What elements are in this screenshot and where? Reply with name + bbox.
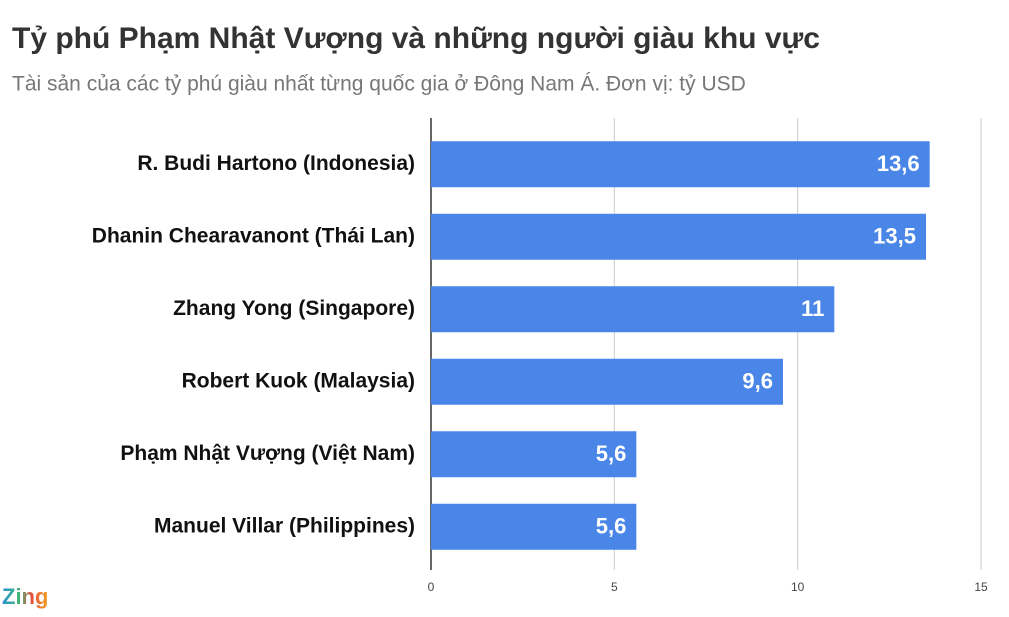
value-label: 5,6 <box>596 441 627 466</box>
y-tick-label: Phạm Nhật Vượng (Việt Nam) <box>120 442 415 465</box>
x-tick-label: 0 <box>428 580 435 594</box>
value-label: 13,6 <box>877 151 920 176</box>
y-tick-label: Manuel Villar (Philippines) <box>154 514 415 537</box>
bar <box>431 286 835 333</box>
value-label: 11 <box>801 296 824 321</box>
x-tick-label: 5 <box>611 580 618 594</box>
y-tick-label: Robert Kuok (Malaysia) <box>182 369 415 392</box>
value-label: 5,6 <box>596 514 627 539</box>
bar <box>431 503 637 550</box>
x-tick-label: 15 <box>974 580 988 594</box>
y-tick-label: R. Budi Hartono (Indonesia) <box>137 152 415 175</box>
bar <box>431 431 637 478</box>
chart-subtitle: Tài sản của các tỷ phú giàu nhất từng qu… <box>12 73 746 96</box>
chart-title: Tỷ phú Phạm Nhật Vượng và những người gi… <box>12 22 820 55</box>
watermark: Zing <box>2 584 48 609</box>
value-label: 9,6 <box>742 369 773 394</box>
bar <box>431 358 783 405</box>
y-tick-label: Dhanin Chearavanont (Thái Lan) <box>92 224 415 247</box>
y-tick-label: Zhang Yong (Singapore) <box>173 297 415 320</box>
x-tick-label: 10 <box>791 580 805 594</box>
value-label: 13,5 <box>873 224 916 249</box>
bar <box>431 141 930 188</box>
bar <box>431 213 926 260</box>
